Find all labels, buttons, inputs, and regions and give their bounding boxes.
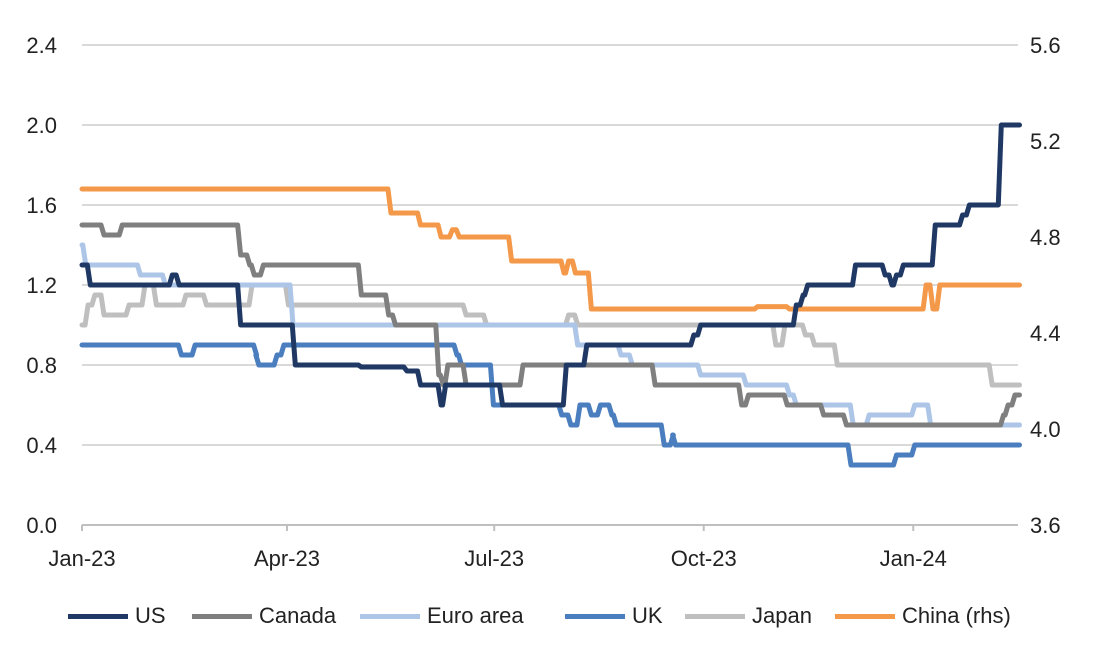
legend-swatch [835,613,895,619]
y2-tick-label: 4.0 [1030,417,1061,442]
series-line-uk [79,342,1022,468]
y-tick-label: 2.4 [26,33,57,58]
y2-tick-label: 3.6 [1030,513,1061,538]
y-tick-label: 0.8 [26,353,57,378]
y2-tick-label: 4.8 [1030,225,1061,250]
series-line-canada [79,222,1022,428]
legend-item: US [68,600,166,632]
y-tick-label: 0.4 [26,433,57,458]
series-line-euro-area [79,242,1022,428]
y-tick-label: 1.6 [26,193,57,218]
legend-swatch [685,613,745,619]
legend-swatch [565,613,625,619]
legend-swatch [68,613,128,619]
legend-item: China (rhs) [835,600,1011,632]
x-tick-label: Jan-23 [48,546,115,571]
gridlines [81,44,1018,531]
legend-item: Canada [192,600,336,632]
x-tick-label: Jul-23 [464,546,524,571]
right-axis-ticks: 3.6 4.0 4.4 4.8 5.2 5.6 [1030,33,1061,538]
y2-tick-label: 4.4 [1030,321,1061,346]
series-line-china-rhs [79,186,1022,312]
legend-label: Canada [259,603,337,628]
x-tick-label: Apr-23 [254,546,320,571]
y-tick-label: 0.0 [26,513,57,538]
series-lines [79,122,1022,468]
series-line-japan [79,282,1022,388]
x-tick-label: Jan-24 [880,546,947,571]
legend-swatch [360,613,420,619]
legend: US Canada Euro area UK Japan China (rhs) [0,600,1100,632]
series-line-us [79,122,1022,408]
y2-tick-label: 5.6 [1030,33,1061,58]
y-tick-label: 1.2 [26,273,57,298]
legend-item: Euro area [360,600,524,632]
x-tick-label: Oct-23 [671,546,737,571]
line-chart: 0.0 0.4 0.8 1.2 1.6 2.0 2.4 3.6 4.0 4.4 4.8 5.2 5.6… [26,33,1061,571]
legend-label: US [135,603,166,628]
legend-item: Japan [685,600,812,632]
legend-swatch [192,613,252,619]
left-axis-ticks: 0.0 0.4 0.8 1.2 1.6 2.0 2.4 [26,33,57,538]
legend-label: UK [632,603,663,628]
legend-item: UK [565,600,663,632]
legend-label: Euro area [427,603,524,628]
legend-label: Japan [752,603,812,628]
x-axis-ticks: Jan-23 Apr-23 Jul-23 Oct-23 Jan-24 [48,546,947,571]
y2-tick-label: 5.2 [1030,129,1061,154]
legend-label: China (rhs) [902,603,1011,628]
y-tick-label: 2.0 [26,113,57,138]
